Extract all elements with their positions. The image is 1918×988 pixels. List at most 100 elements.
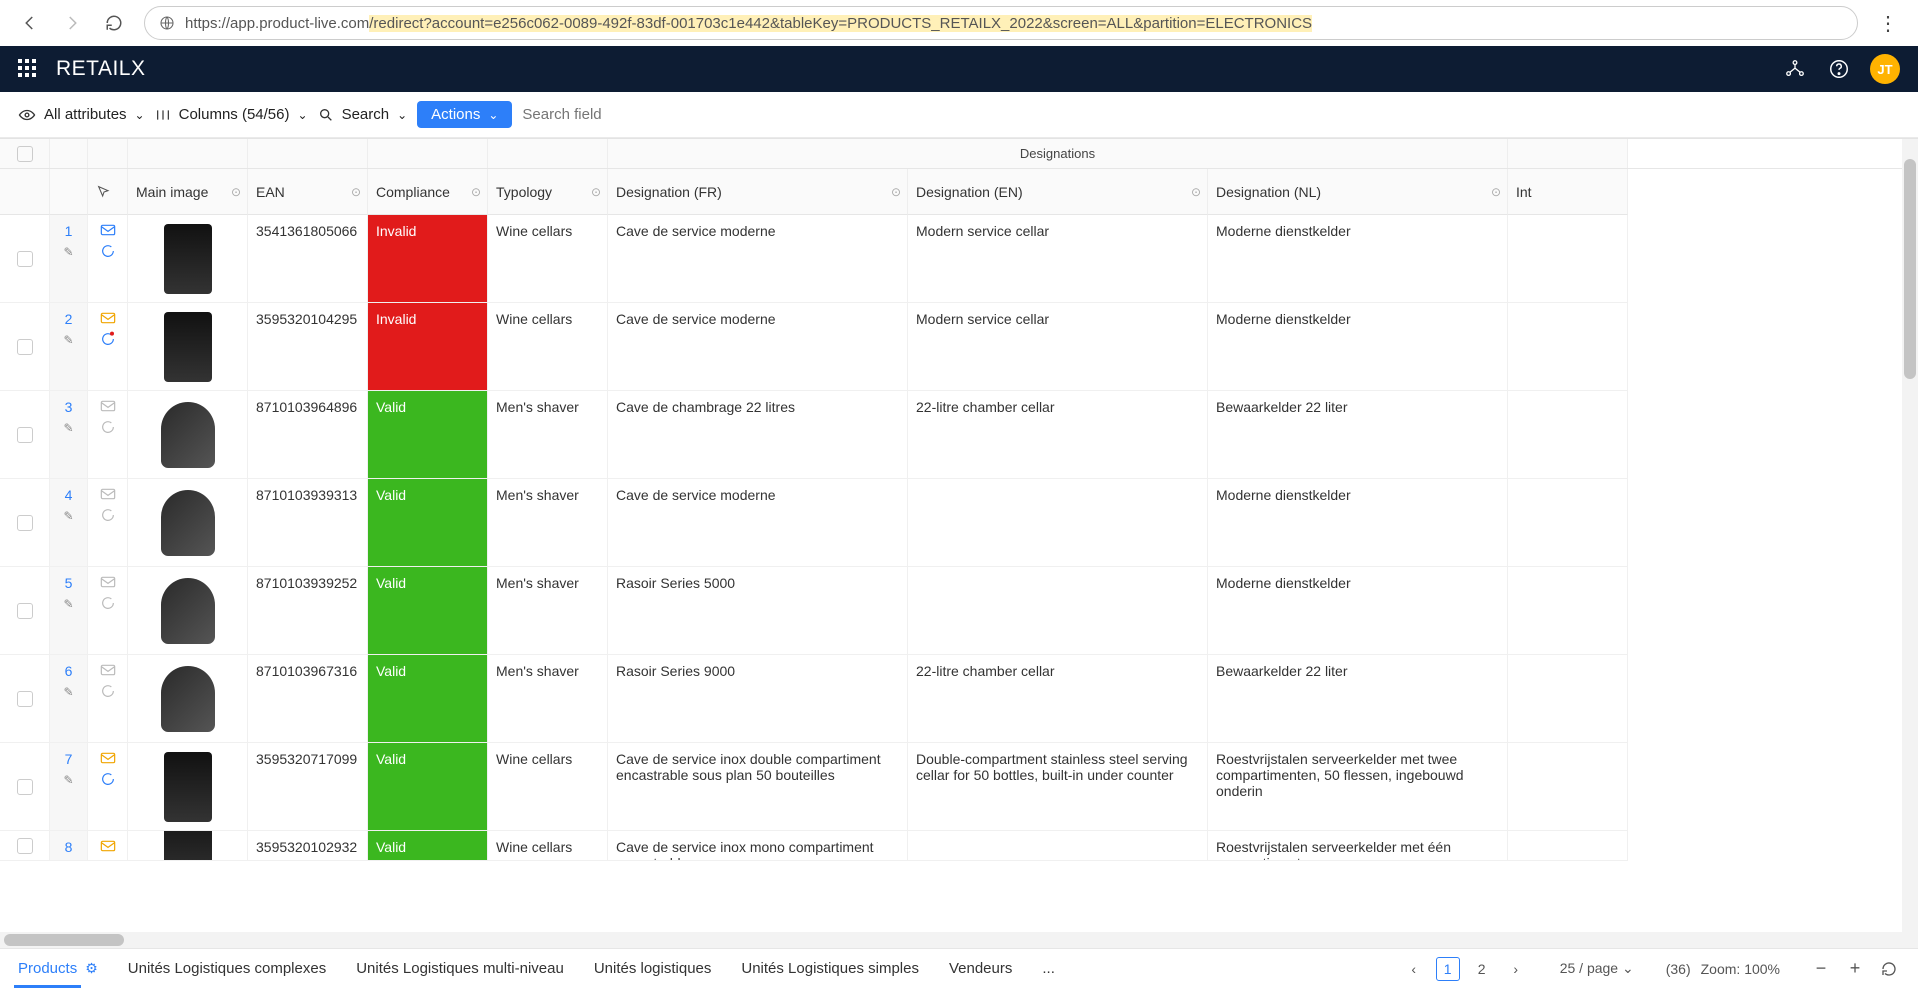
column-menu-icon[interactable]: ⊙ xyxy=(231,185,241,199)
share-icon[interactable] xyxy=(1782,56,1808,82)
actions-button[interactable]: Actions ⌄ xyxy=(417,101,512,128)
comment-icon[interactable] xyxy=(100,771,116,787)
designation-en-cell: 22-litre chamber cellar xyxy=(908,655,1208,743)
edit-icon[interactable]: ✎ xyxy=(63,597,73,611)
col-main-image[interactable]: Main image⊙ xyxy=(128,169,248,215)
row-checkbox[interactable] xyxy=(17,691,33,707)
image-cell[interactable] xyxy=(128,303,248,391)
col-typology[interactable]: Typology⊙ xyxy=(488,169,608,215)
image-cell[interactable] xyxy=(128,215,248,303)
tab-more[interactable]: ... xyxy=(1042,960,1055,977)
help-icon[interactable] xyxy=(1826,56,1852,82)
zoom-out-button[interactable]: − xyxy=(1810,958,1832,980)
column-menu-icon[interactable]: ⊙ xyxy=(351,185,361,199)
column-menu-icon[interactable]: ⊙ xyxy=(1191,185,1201,199)
edit-icon[interactable]: ✎ xyxy=(63,685,73,699)
image-cell[interactable] xyxy=(128,567,248,655)
column-menu-icon[interactable]: ⊙ xyxy=(591,185,601,199)
row-checkbox[interactable] xyxy=(17,339,33,355)
mail-icon[interactable] xyxy=(100,399,116,413)
comment-icon[interactable] xyxy=(100,595,116,611)
mail-icon[interactable] xyxy=(100,487,116,501)
edit-icon[interactable]: ✎ xyxy=(63,245,73,259)
col-designation-en[interactable]: Designation (EN)⊙ xyxy=(908,169,1208,215)
app-launcher-icon[interactable] xyxy=(18,59,38,79)
horizontal-scrollbar[interactable] xyxy=(0,932,1918,948)
edit-icon[interactable]: ✎ xyxy=(63,421,73,435)
col-designation-nl[interactable]: Designation (NL)⊙ xyxy=(1208,169,1508,215)
reload-button[interactable] xyxy=(102,11,126,35)
tab-products[interactable]: Products xyxy=(18,960,77,977)
row-checkbox[interactable] xyxy=(17,838,33,854)
select-all-checkbox[interactable] xyxy=(17,146,33,162)
app-topbar: RETAILX JT xyxy=(0,46,1918,92)
edit-icon[interactable]: ✎ xyxy=(63,509,73,523)
image-cell[interactable] xyxy=(128,743,248,831)
ean-cell: 8710103964896 xyxy=(248,391,368,479)
comment-icon[interactable] xyxy=(100,507,116,523)
browser-chrome: https://app.product-live.com/redirect?ac… xyxy=(0,0,1918,46)
column-menu-icon[interactable]: ⊙ xyxy=(891,185,901,199)
tab-ulc[interactable]: Unités Logistiques complexes xyxy=(128,960,326,977)
comment-icon[interactable] xyxy=(100,243,116,259)
row-checkbox[interactable] xyxy=(17,251,33,267)
mail-icon[interactable] xyxy=(100,751,116,765)
page-size-dropdown[interactable]: 25 / page ⌄ xyxy=(1560,960,1634,977)
refresh-button[interactable] xyxy=(1878,958,1900,980)
column-menu-icon[interactable]: ⊙ xyxy=(1491,185,1501,199)
row-checkbox[interactable] xyxy=(17,779,33,795)
user-avatar[interactable]: JT xyxy=(1870,54,1900,84)
zoom-controls: − + xyxy=(1810,958,1900,980)
tab-ul[interactable]: Unités logistiques xyxy=(594,960,712,977)
row-checkbox[interactable] xyxy=(17,515,33,531)
comment-icon[interactable] xyxy=(100,419,116,435)
table-area: Designations Main image⊙ EAN⊙ Compliance… xyxy=(0,138,1918,932)
columns-dropdown[interactable]: Columns (54/56) ⌄ xyxy=(155,106,308,123)
tab-uls[interactable]: Unités Logistiques simples xyxy=(741,960,919,977)
edit-icon[interactable]: ✎ xyxy=(63,333,73,347)
mail-icon[interactable] xyxy=(100,223,116,237)
search-input[interactable] xyxy=(522,106,722,123)
mail-icon[interactable] xyxy=(100,839,116,853)
edit-icon[interactable]: ✎ xyxy=(63,773,73,787)
search-dropdown[interactable]: Search ⌄ xyxy=(318,106,408,123)
col-designation-fr[interactable]: Designation (FR)⊙ xyxy=(608,169,908,215)
tab-vendeurs[interactable]: Vendeurs xyxy=(949,960,1012,977)
col-ean[interactable]: EAN⊙ xyxy=(248,169,368,215)
typology-cell: Men's shaver xyxy=(488,479,608,567)
mail-icon[interactable] xyxy=(100,663,116,677)
mail-icon[interactable] xyxy=(100,575,116,589)
chevron-down-icon: ⌄ xyxy=(488,108,498,122)
row-checkbox[interactable] xyxy=(17,427,33,443)
comment-icon[interactable] xyxy=(100,331,116,347)
int-cell xyxy=(1508,567,1628,655)
comment-icon[interactable] xyxy=(100,683,116,699)
designation-fr-cell: Cave de service inox mono compartiment e… xyxy=(608,831,908,861)
compliance-cell: Invalid xyxy=(368,303,488,391)
tab-ulmn[interactable]: Unités Logistiques multi-niveau xyxy=(356,960,564,977)
compliance-cell: Valid xyxy=(368,479,488,567)
forward-button[interactable] xyxy=(60,11,84,35)
col-compliance[interactable]: Compliance⊙ xyxy=(368,169,488,215)
url-bar[interactable]: https://app.product-live.com/redirect?ac… xyxy=(144,6,1858,40)
next-page-button[interactable]: › xyxy=(1504,957,1528,981)
col-int[interactable]: Int xyxy=(1508,169,1628,215)
gear-icon[interactable]: ⚙ xyxy=(85,960,98,977)
image-cell[interactable] xyxy=(128,391,248,479)
attributes-dropdown[interactable]: All attributes ⌄ xyxy=(18,106,145,124)
back-button[interactable] xyxy=(18,11,42,35)
zoom-in-button[interactable]: + xyxy=(1844,958,1866,980)
page-2-button[interactable]: 2 xyxy=(1470,957,1494,981)
image-cell[interactable] xyxy=(128,655,248,743)
page-1-button[interactable]: 1 xyxy=(1436,957,1460,981)
mail-icon[interactable] xyxy=(100,311,116,325)
browser-menu-button[interactable]: ⋮ xyxy=(1876,11,1900,36)
vertical-scrollbar[interactable] xyxy=(1902,139,1918,932)
image-cell[interactable] xyxy=(128,831,248,861)
column-menu-icon[interactable]: ⊙ xyxy=(471,185,481,199)
comment-icon[interactable] xyxy=(100,859,116,861)
prev-page-button[interactable]: ‹ xyxy=(1402,957,1426,981)
row-checkbox[interactable] xyxy=(17,603,33,619)
ean-cell: 3595320102932 xyxy=(248,831,368,861)
image-cell[interactable] xyxy=(128,479,248,567)
